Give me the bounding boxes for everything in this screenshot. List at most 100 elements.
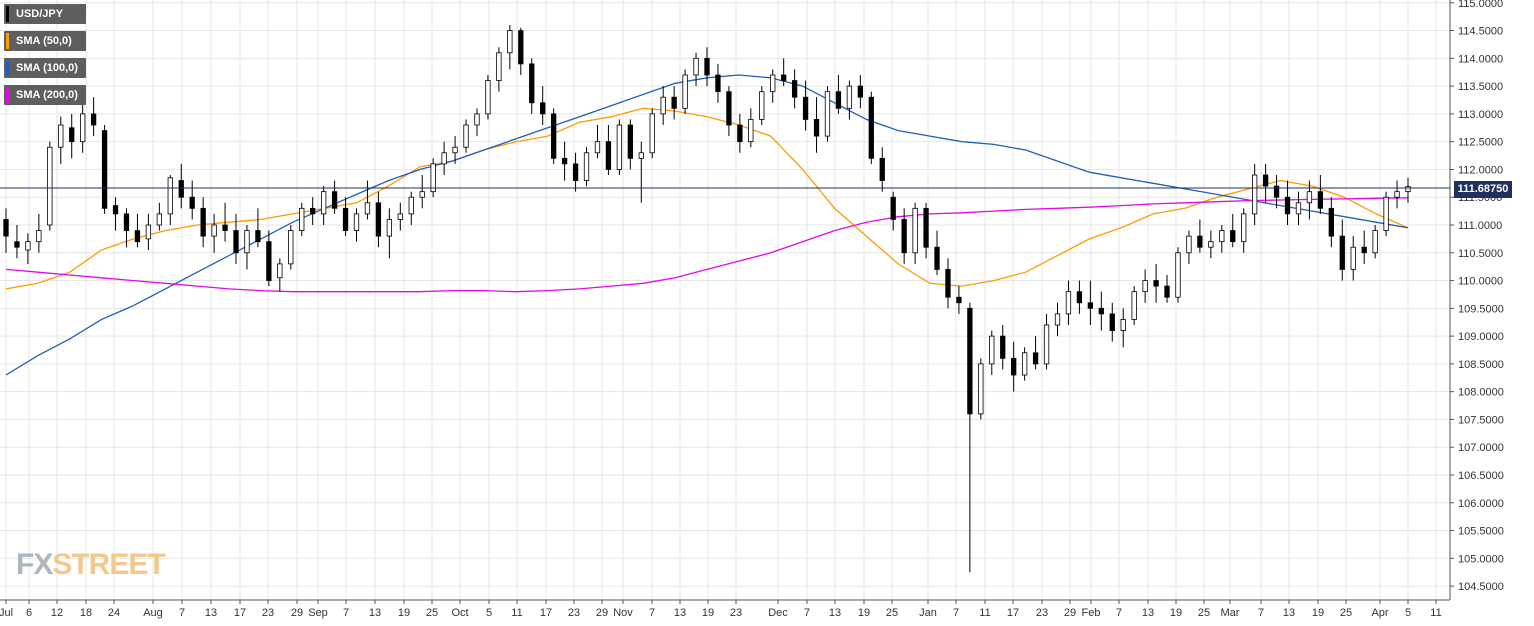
x-tick-label: 19 <box>858 607 870 619</box>
y-tick-label: 105.5000 <box>1458 526 1504 538</box>
x-tick-label: 6 <box>26 607 32 619</box>
candle-up <box>1295 202 1302 215</box>
candle-up <box>441 152 447 165</box>
candle-down <box>1361 246 1367 254</box>
candle-down <box>3 219 9 237</box>
candle-up <box>364 202 371 215</box>
candlesticks <box>3 25 1411 573</box>
x-tick-label: Dec <box>768 607 788 619</box>
y-tick-label: 105.0000 <box>1458 553 1504 565</box>
candle-down <box>1273 185 1280 198</box>
x-tick-label: 13 <box>205 607 217 619</box>
candle-up <box>1175 252 1181 298</box>
candle-down <box>1197 235 1203 248</box>
x-tick-label: 23 <box>568 607 580 619</box>
y-tick-label: 113.5000 <box>1458 81 1503 93</box>
candle-up <box>1054 313 1061 326</box>
y-tick-label: 109.0000 <box>1458 331 1504 343</box>
candle-up <box>1120 319 1126 331</box>
candle-down <box>671 96 677 109</box>
legend-label: SMA (50,0) <box>16 35 72 47</box>
y-tick-label: 112.5000 <box>1458 137 1503 149</box>
y-tick-label: 108.5000 <box>1458 359 1504 371</box>
x-tick-label: 17 <box>1007 607 1019 619</box>
candle-down <box>813 119 820 137</box>
candle-down <box>923 207 929 248</box>
legend-item-sma200[interactable]: SMA (200,0) <box>4 85 86 105</box>
x-tick-label: Jan <box>919 607 937 619</box>
candle-up <box>145 224 152 240</box>
sma-line-sma-200-0- <box>5 197 1409 293</box>
candle-up <box>846 85 853 109</box>
candle-up <box>211 224 217 237</box>
legend-swatch <box>6 87 9 103</box>
candle-up <box>419 191 425 198</box>
candle-down <box>112 205 119 215</box>
candle-up <box>156 213 162 226</box>
candle-down <box>518 30 524 65</box>
y-tick-label: 114.0000 <box>1458 53 1503 65</box>
candle-down <box>200 207 206 237</box>
candle-up <box>463 124 469 148</box>
x-tick-label: 7 <box>649 607 655 619</box>
legend-item-sma50[interactable]: SMA (50,0) <box>4 31 86 51</box>
y-tick-label: 107.0000 <box>1458 442 1504 454</box>
legend-swatch <box>6 6 9 22</box>
candle-down <box>956 296 962 304</box>
candle-down <box>868 96 874 159</box>
candle-down <box>945 269 951 298</box>
x-tick-label: 19 <box>398 607 410 619</box>
x-tick-label: Apr <box>1371 607 1388 619</box>
x-tick-label: 25 <box>1340 607 1352 619</box>
x-tick-label: 7 <box>179 607 185 619</box>
candle-up <box>1131 291 1137 320</box>
candle-down <box>934 246 940 270</box>
x-tick-label: 11 <box>1430 607 1441 619</box>
candle-down <box>561 157 568 165</box>
candle-down <box>222 224 228 231</box>
x-tick-label: Oct <box>451 607 468 619</box>
candle-up <box>353 213 360 231</box>
legend-item-usdjpy[interactable]: USD/JPY <box>4 4 86 24</box>
candle-down <box>331 191 338 209</box>
candle-down <box>233 230 239 254</box>
candle-down <box>627 124 633 159</box>
x-tick-label: 25 <box>426 607 438 619</box>
candle-down <box>737 124 743 143</box>
fxstreet-logo: FXSTREET <box>16 548 166 582</box>
candle-down <box>1339 235 1345 270</box>
candle-up <box>1186 235 1192 254</box>
y-tick-label: 107.5000 <box>1458 414 1504 426</box>
candle-up <box>1065 291 1072 315</box>
candle-up <box>770 74 776 93</box>
candle-down <box>69 127 75 143</box>
x-tick-label: 7 <box>953 607 959 619</box>
logo-street: STREET <box>52 548 165 581</box>
candle-down <box>901 219 907 254</box>
candle-up <box>682 74 688 109</box>
x-tick-label: 29 <box>291 607 303 619</box>
logo-fx: FX <box>16 548 53 581</box>
x-tick-label: 13 <box>674 607 686 619</box>
x-tick-label: 11 <box>511 607 522 619</box>
candle-down <box>715 74 721 93</box>
y-tick-label: 112.0000 <box>1458 164 1503 176</box>
candle-down <box>802 96 809 120</box>
candle-down <box>266 241 272 281</box>
candle-down <box>791 80 798 98</box>
candle-down <box>879 157 885 181</box>
x-tick-label: 13 <box>1283 607 1295 619</box>
x-tick-label: 29 <box>1064 607 1076 619</box>
x-tick-label: 5 <box>1405 607 1411 619</box>
x-tick-label: 7 <box>1116 607 1122 619</box>
candle-up <box>1208 241 1214 248</box>
candle-up <box>759 91 765 120</box>
legend-label: USD/JPY <box>16 8 64 20</box>
candle-down <box>1262 174 1269 187</box>
x-tick-label: 25 <box>886 607 898 619</box>
y-tick-label: 110.0000 <box>1458 276 1503 288</box>
candle-down <box>1328 207 1334 237</box>
legend-item-sma100[interactable]: SMA (100,0) <box>4 58 86 78</box>
candle-up <box>496 52 502 81</box>
candle-down <box>375 202 382 237</box>
